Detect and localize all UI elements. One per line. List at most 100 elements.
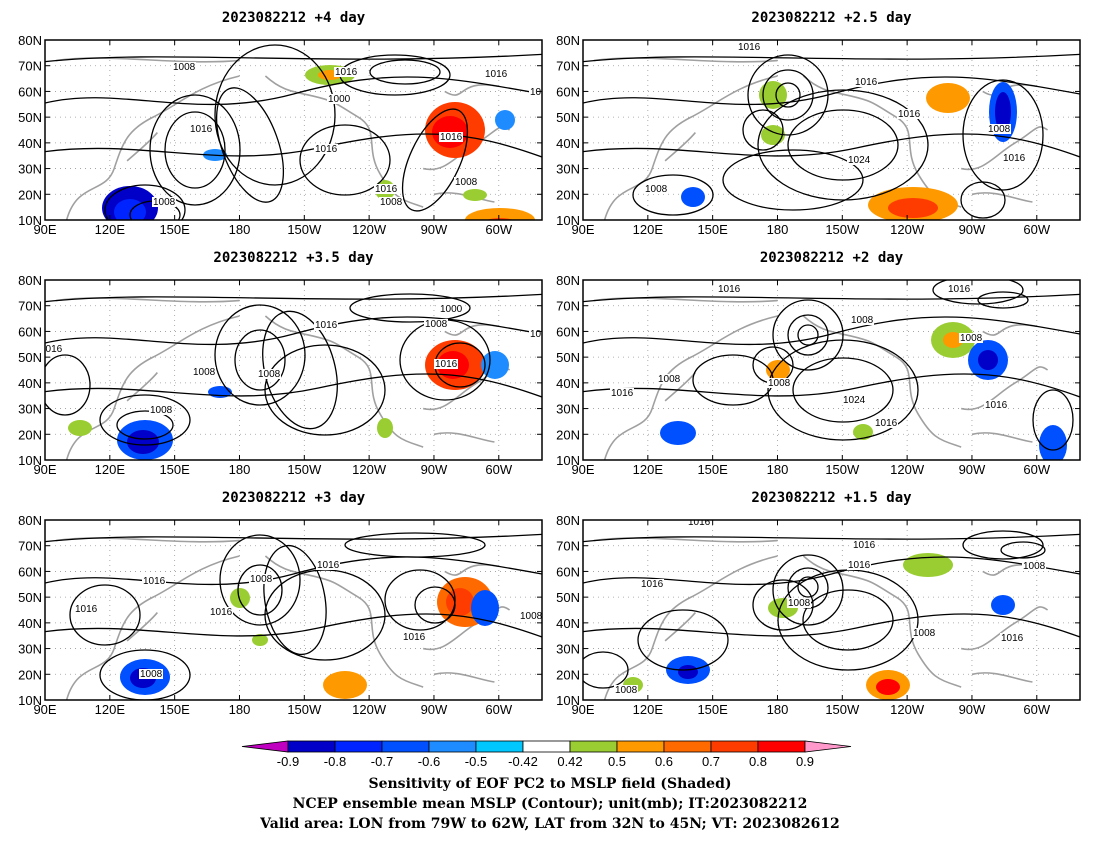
lat-tick-label: 50N xyxy=(18,110,42,125)
lat-tick-label: 10N xyxy=(18,213,42,228)
mslp-contour xyxy=(757,89,929,201)
contour-label-bg xyxy=(1002,153,1026,163)
gridlines xyxy=(583,280,1080,460)
contour-label: 1016 xyxy=(688,517,711,528)
lon-tick-label: 90E xyxy=(571,222,594,237)
lat-tick-label: 80N xyxy=(556,513,580,528)
sensitivity-shading xyxy=(623,553,1015,700)
mslp-contour xyxy=(369,59,441,85)
contour-label: 1016 xyxy=(485,69,508,80)
lat-tick-label: 50N xyxy=(556,590,580,605)
lat-tick-label: 30N xyxy=(18,642,42,657)
mslp-contour xyxy=(263,544,327,656)
lat-tick-label: 40N xyxy=(556,136,580,151)
lat-tick-label: 20N xyxy=(18,427,42,442)
coastline xyxy=(971,672,1033,683)
contour-label: 1016 xyxy=(210,607,233,618)
contour-label-bg xyxy=(327,94,351,104)
mslp-contours xyxy=(45,532,542,700)
lon-tick-label: 120E xyxy=(633,462,664,477)
lat-tick-label: 80N xyxy=(18,273,42,288)
colorbar-segment xyxy=(475,740,524,753)
map-frame xyxy=(44,279,543,461)
lat-tick-label: 40N xyxy=(18,376,42,391)
lon-tick-label: 180 xyxy=(229,702,251,717)
lat-tick-label: 20N xyxy=(18,667,42,682)
caption-line-3: Valid area: LON from 79W to 62W, LAT fro… xyxy=(260,816,840,832)
contour-label: 1008 xyxy=(851,315,874,326)
contour-label: 1016 xyxy=(75,604,98,615)
shaded-region xyxy=(471,590,499,626)
map-panel: 1008 1016 1008 1016 1016 1000 1016 1016 1016 1008… xyxy=(18,10,543,237)
lon-tick-label: 60W xyxy=(485,462,512,477)
coastline xyxy=(664,612,696,642)
shaded-region xyxy=(446,588,474,616)
lat-tick-label: 60N xyxy=(18,564,42,579)
lat-tick-label: 80N xyxy=(18,513,42,528)
contour-label: 1016 xyxy=(143,576,166,587)
mslp-contour xyxy=(583,76,1080,106)
mslp-contour xyxy=(742,109,784,151)
contour-label-bg xyxy=(314,320,338,330)
contour-label: 1016 xyxy=(1001,633,1024,644)
lon-tick-label: 150W xyxy=(825,462,860,477)
lon-tick-label: 90E xyxy=(571,462,594,477)
lat-tick-label: 20N xyxy=(556,667,580,682)
coastline xyxy=(802,315,962,448)
contour-label-bg xyxy=(854,77,878,87)
contour-label-bg xyxy=(847,560,871,570)
contour-label: 1016 xyxy=(335,67,358,78)
shaded-region xyxy=(991,595,1015,615)
lat-tick-label: 70N xyxy=(556,539,580,554)
mslp-contour xyxy=(583,613,1080,638)
lat-tick-label: 20N xyxy=(18,187,42,202)
mslp-contour xyxy=(960,181,1006,219)
coastline xyxy=(960,366,1049,411)
lon-tick-label: 120W xyxy=(352,222,387,237)
lon-tick-label: 90E xyxy=(33,702,56,717)
colorbar-tick-label: -0.7 xyxy=(371,754,393,769)
contour-label: 1016 xyxy=(317,560,340,571)
mslp-contour xyxy=(164,111,226,189)
lat-tick-label: 70N xyxy=(18,299,42,314)
colorbar-tick-label: 0.7 xyxy=(702,754,720,769)
contour-label: 1008 xyxy=(658,374,681,385)
map-layers: 1016 1016 1016 1024 1008 1016 1008 xyxy=(583,40,1080,220)
contour-label: 1016 xyxy=(875,418,898,429)
contour-label: 1008 xyxy=(153,197,176,208)
shaded-region xyxy=(888,198,938,218)
contour-label-bg xyxy=(852,540,876,550)
contour-label-bg xyxy=(984,400,1008,410)
contour-label: 1016 xyxy=(315,320,338,331)
lat-tick-label: 80N xyxy=(556,273,580,288)
lon-tick-label: 90W xyxy=(959,222,986,237)
contour-label: 1024 xyxy=(848,155,871,166)
contour-label-bg xyxy=(787,598,811,608)
lon-tick-label: 180 xyxy=(767,702,789,717)
contour-label: 1008 xyxy=(173,62,196,73)
mslp-contour xyxy=(962,530,1044,560)
lon-tick-label: 180 xyxy=(767,222,789,237)
colorbar-segment xyxy=(381,740,430,753)
mslp-contour xyxy=(1032,389,1074,451)
lat-tick-label: 70N xyxy=(556,299,580,314)
contour-label: 1016 xyxy=(375,184,398,195)
contour-label-bg xyxy=(142,576,166,586)
colorbar-tick-label: 0.5 xyxy=(608,754,626,769)
contour-label-bg xyxy=(314,144,338,154)
lat-tick-label: 70N xyxy=(18,539,42,554)
mslp-contour xyxy=(414,586,456,624)
contour-label: 1016 xyxy=(641,579,664,590)
contour-label-bg xyxy=(189,124,213,134)
map-frame xyxy=(44,39,543,221)
panel-title: 2023082212 +2 day xyxy=(760,250,904,266)
shaded-region xyxy=(252,634,268,646)
mslp-contour xyxy=(722,149,864,211)
coastline xyxy=(664,132,696,162)
contour-label: 1008 xyxy=(193,367,216,378)
contour-label-bg xyxy=(850,315,874,325)
lon-tick-label: 180 xyxy=(229,222,251,237)
contour-label-bg xyxy=(737,42,761,52)
lon-tick-label: 60W xyxy=(1023,462,1050,477)
